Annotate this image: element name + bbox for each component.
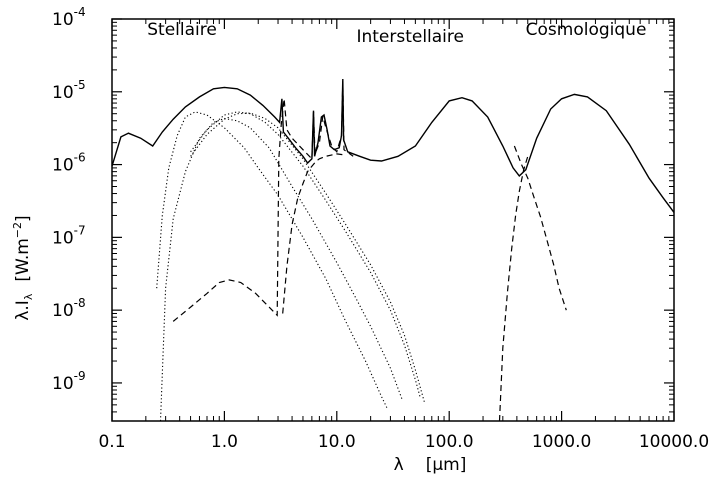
tick-layer: 0.1 1.0 10.0 100.0 1000.0 10000.0 10-9 10-8 10-7… (52, 5, 709, 452)
y-tick-label: 10-6 (52, 151, 86, 176)
region-label-3: Cosmologique (526, 20, 647, 40)
x-tick-label: 100.0 (425, 432, 474, 452)
plot-frame (111, 18, 675, 422)
x-tick-label: 1000.0 (532, 432, 591, 452)
annotation-layer: Stellaire Interstellaire Cosmologique (147, 20, 646, 47)
series-line-7-dashed (282, 153, 346, 314)
series-line-4-dotted (190, 111, 421, 397)
x-tick-label: 10.0 (318, 432, 356, 452)
y-axis-subscript: λ (22, 293, 35, 300)
x-tick-label: 1.0 (211, 432, 238, 452)
y-axis-quantity: λ.I (13, 300, 33, 320)
series-line-8-dashed (498, 156, 529, 422)
y-tick-label: 10-9 (52, 369, 86, 394)
x-tick-label: 0.1 (98, 432, 125, 452)
x-axis-symbol: λ (394, 455, 404, 475)
series-layer (111, 78, 675, 422)
y-axis-unit-post: ] (13, 215, 33, 222)
y-tick-label: 10-7 (52, 223, 86, 248)
series-line-9-dashed (513, 145, 567, 311)
y-axis-title: λ.Iλ [W.m−2] (11, 215, 35, 320)
y-tick-label: 10-5 (52, 78, 86, 103)
series-line-1-solid (111, 78, 675, 213)
region-label-1: Stellaire (147, 20, 217, 40)
x-axis-unit: [μm] (426, 455, 467, 475)
y-tick-label: 10-4 (52, 5, 86, 30)
y-axis-unit-exp: −2 (11, 222, 24, 238)
x-tick-label: 10000.0 (639, 432, 709, 452)
x-axis-title: λ [μm] (394, 455, 467, 475)
series-line-3-dotted (159, 117, 403, 422)
y-axis-unit-pre: [W.m (13, 238, 33, 281)
series-line-6-dashed (172, 81, 354, 322)
series-line-5-dotted (190, 112, 425, 402)
y-tick-label: 10-8 (52, 296, 86, 321)
region-label-2: Interstellaire (356, 27, 464, 47)
